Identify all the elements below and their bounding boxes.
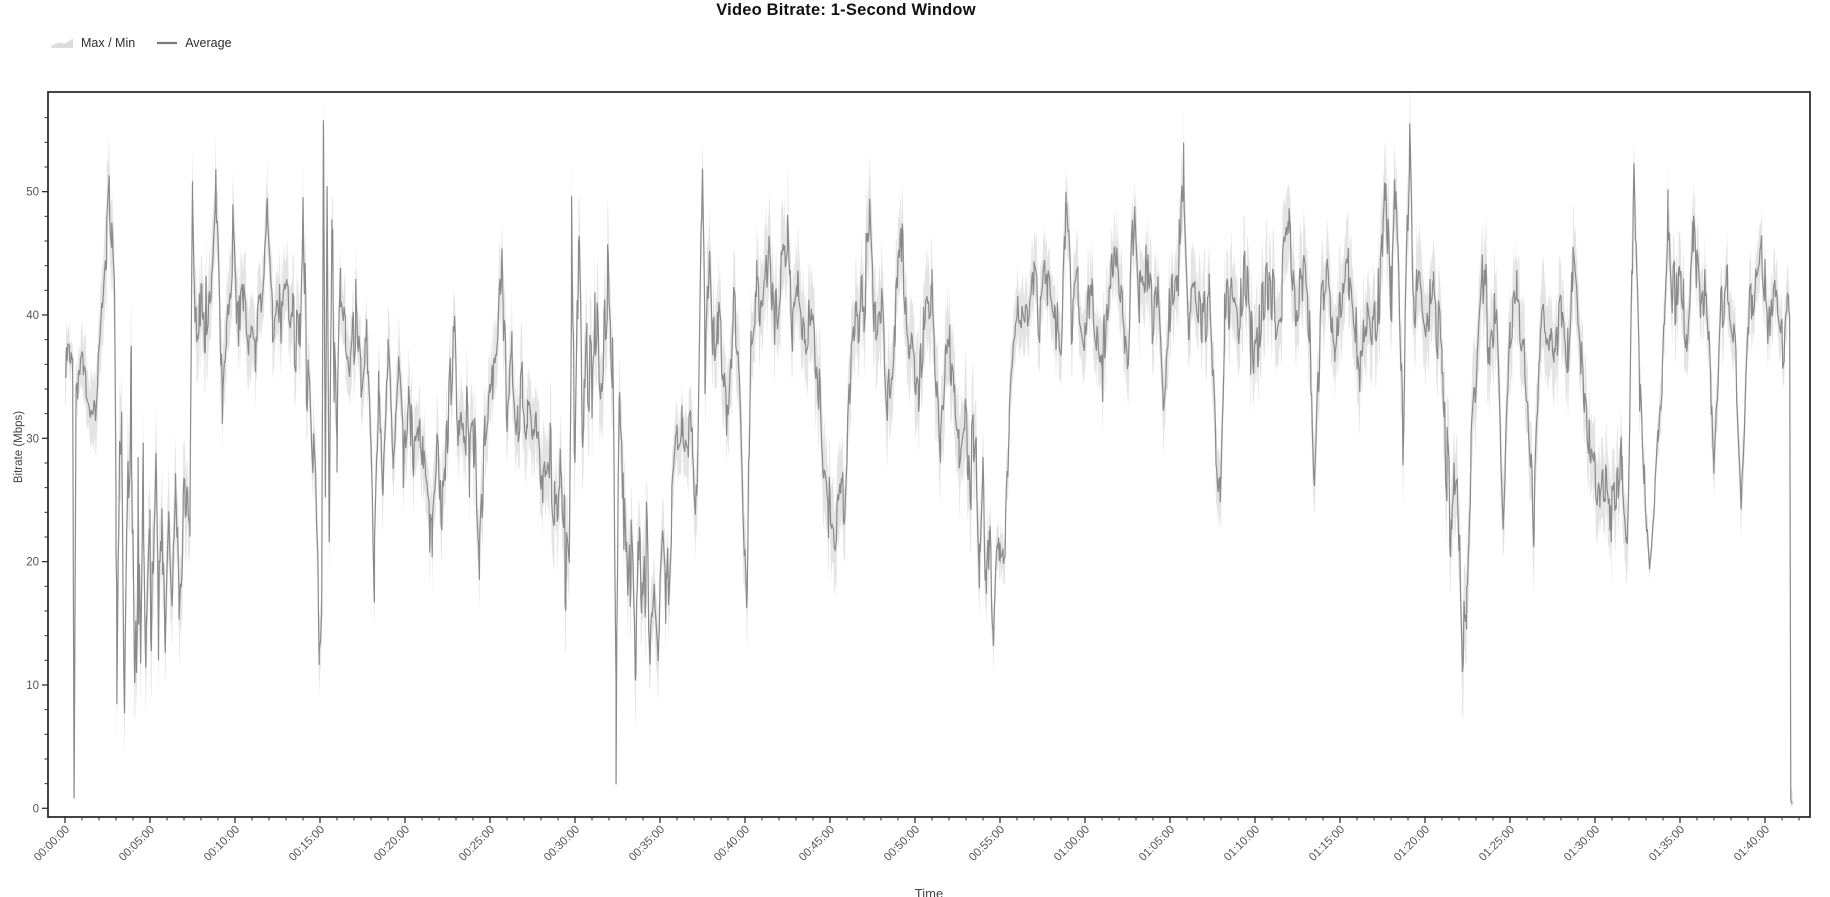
chart-title: Video Bitrate: 1-Second Window <box>716 1 976 19</box>
axes-group <box>47 91 1811 818</box>
legend-label-average: Average <box>185 36 232 50</box>
x-tick-label: 01:10:00 <box>1222 824 1262 864</box>
x-axis-title: Time <box>914 886 944 897</box>
x-tick-label: 00:30:00 <box>542 824 582 864</box>
x-tick-label: 01:40:00 <box>1732 824 1772 864</box>
series-group <box>64 94 1794 808</box>
average-line <box>64 120 1794 805</box>
y-tick-label: 10 <box>26 680 39 692</box>
x-tick-label: 01:35:00 <box>1647 824 1687 864</box>
y-axis: 0 10 20 30 40 50 <box>26 117 48 815</box>
legend-label-max-min: Max / Min <box>81 36 136 50</box>
x-tick-label: 00:05:00 <box>117 824 157 864</box>
y-tick-label: 50 <box>26 187 39 199</box>
x-tick-label: 01:25:00 <box>1477 824 1517 864</box>
x-tick-label: 01:30:00 <box>1562 824 1602 864</box>
line-swatch-icon <box>157 41 178 45</box>
x-tick-label: 00:00:00 <box>32 824 72 864</box>
y-tick-label: 40 <box>26 310 39 322</box>
y-axis-title: Bitrate (Mbps) <box>13 410 25 484</box>
x-tick-label: 00:15:00 <box>287 824 327 864</box>
x-tick-label: 00:50:00 <box>882 824 922 864</box>
y-tick-label: 0 <box>33 803 39 815</box>
x-tick-label: 00:35:00 <box>627 824 667 864</box>
x-tick-label: 00:20:00 <box>372 824 412 864</box>
x-tick-label: 01:00:00 <box>1052 824 1092 864</box>
y-tick-label: 30 <box>26 433 39 445</box>
x-tick-label: 01:15:00 <box>1307 824 1347 864</box>
x-tick-label: 00:55:00 <box>967 824 1007 864</box>
x-tick-label: 00:25:00 <box>457 824 497 864</box>
area-swatch-icon <box>51 38 73 48</box>
y-tick-label: 20 <box>26 557 39 569</box>
x-tick-label: 00:45:00 <box>797 824 837 864</box>
chart-legend: Max / Min Average <box>51 36 232 50</box>
x-tick-label: 01:05:00 <box>1137 824 1177 864</box>
legend-item-average: Average <box>157 36 232 50</box>
x-tick-label: 01:20:00 <box>1392 824 1432 864</box>
x-tick-label: 00:40:00 <box>712 824 752 864</box>
x-axis: 00:00:00 00:05:00 00:10:00 00:15:00 00:20:00… <box>32 817 1800 864</box>
legend-item-max-min: Max / Min <box>51 36 135 50</box>
x-tick-label: 00:10:00 <box>202 824 242 864</box>
plot-frame <box>47 91 1811 818</box>
